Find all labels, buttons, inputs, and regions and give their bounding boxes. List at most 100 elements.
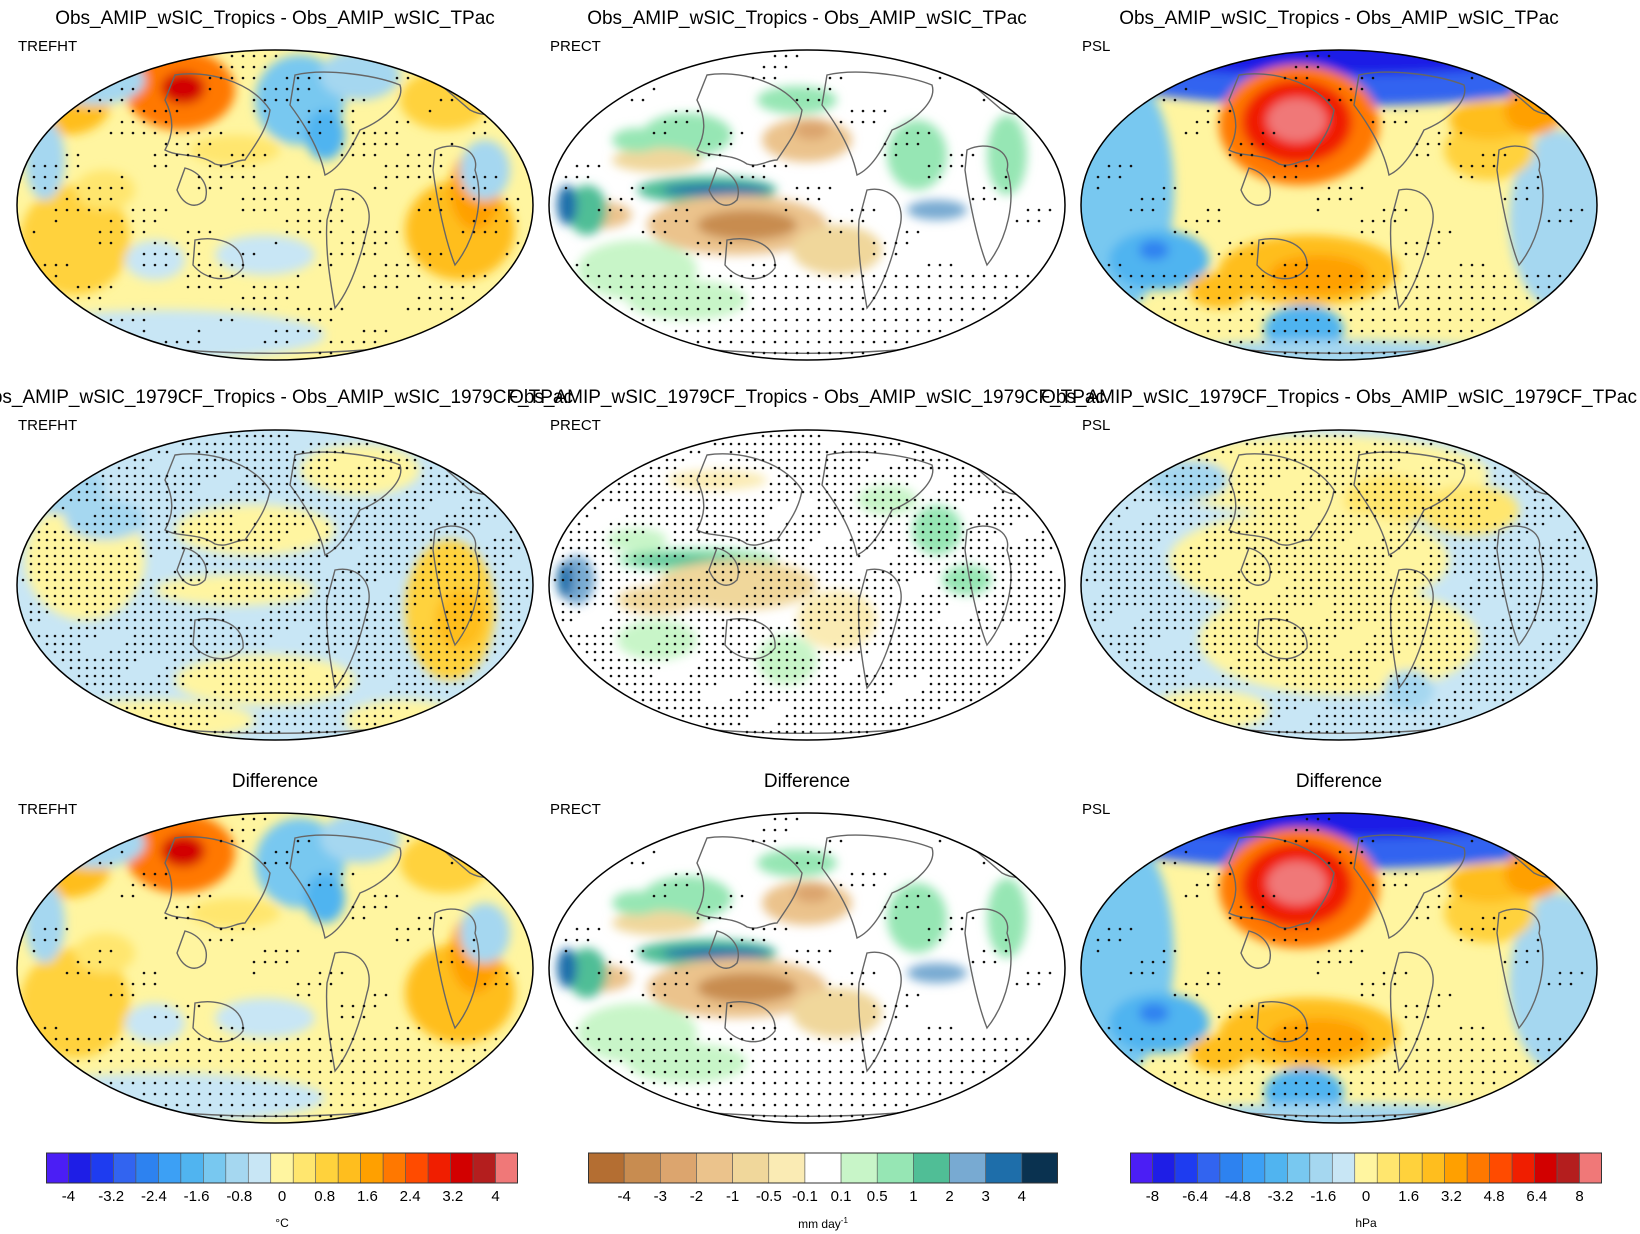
- colorbar-tick-label: 8: [1575, 1188, 1584, 1205]
- panel-variable-8: PRECT: [550, 801, 601, 818]
- colorbar-swatch: [450, 1152, 474, 1184]
- colorbar-tick-label: 0: [1361, 1188, 1371, 1205]
- panel-variable-6: PSL: [1082, 417, 1111, 434]
- colorbar-swatch: [1152, 1152, 1176, 1184]
- colorbar-swatch: [135, 1152, 159, 1184]
- colorbar-tick-label: -0.1: [791, 1188, 818, 1205]
- colorbar-tick-label: 0: [277, 1188, 287, 1205]
- colorbar-swatch: [840, 1152, 878, 1184]
- panel-title-8: Difference: [763, 771, 851, 792]
- colorbar-tick-label: 2.4: [399, 1188, 421, 1205]
- colorbar-swatch: [768, 1152, 806, 1184]
- colorbar-swatch: [382, 1152, 406, 1184]
- colorbar-swatch: [292, 1152, 317, 1184]
- panel-variable-4: TREFHT: [18, 417, 78, 434]
- colorbar-tick-label: 0.5: [866, 1188, 888, 1205]
- colorbar-swatch: [1534, 1152, 1558, 1184]
- panel-title-6: Obs_AMIP_wSIC_1979CF_Tropics - Obs_AMIP_…: [1041, 387, 1637, 408]
- colorbar-swatch: [1421, 1152, 1445, 1184]
- colorbar-swatch: [360, 1152, 384, 1184]
- colorbar-swatch: [46, 1152, 69, 1184]
- colorbar-swatch: [1174, 1152, 1198, 1184]
- colorbar-tick-label: -1.6: [1310, 1188, 1337, 1205]
- colorbar-tick-label: -1: [725, 1188, 740, 1205]
- colorbar-swatches: [588, 1152, 1058, 1184]
- map-panel-3: [1080, 49, 1598, 361]
- colorbar-swatch: [1130, 1152, 1153, 1184]
- colorbar-swatch: [1021, 1152, 1058, 1184]
- colorbar-swatch: [270, 1152, 294, 1184]
- colorbar-tick-label: -4: [61, 1188, 76, 1205]
- colorbar-tick-label: 3: [981, 1188, 990, 1205]
- colorbar-swatch: [1197, 1152, 1221, 1184]
- colorbar-swatch: [90, 1152, 114, 1184]
- colorbar-swatch: [1219, 1152, 1243, 1184]
- colorbar-swatch: [1444, 1152, 1468, 1184]
- panel-title-2: Obs_AMIP_wSIC_Tropics - Obs_AMIP_wSIC_TP…: [587, 8, 1027, 29]
- colorbar-tick-label: 2: [945, 1188, 954, 1205]
- colorbar-swatch: [225, 1152, 249, 1184]
- panel-variable-9: PSL: [1082, 801, 1111, 818]
- colorbar-tick-label: -3.2: [98, 1188, 125, 1205]
- colorbar-tick-label: -4: [617, 1188, 631, 1205]
- panel-title-9: Difference: [1295, 771, 1383, 792]
- panel-variable-7: TREFHT: [18, 801, 78, 818]
- map-panel-2: [548, 49, 1066, 361]
- colorbar-swatch: [949, 1152, 986, 1184]
- colorbar-swatch: [1511, 1152, 1535, 1184]
- colorbar-swatch: [158, 1152, 182, 1184]
- colorbar-swatch: [696, 1152, 733, 1184]
- colorbar-swatch: [1556, 1152, 1580, 1184]
- colorbar-swatch: [913, 1152, 950, 1184]
- colorbar-tick-label: 6.4: [1526, 1188, 1548, 1205]
- colorbar-tick-label: 0.8: [314, 1188, 336, 1205]
- colorbar-swatch: [337, 1152, 361, 1184]
- colorbar-swatch: [660, 1152, 697, 1184]
- colorbar-swatches: [1130, 1152, 1602, 1184]
- colorbar-tick-label: -3.2: [1267, 1188, 1294, 1205]
- colorbar-swatch: [1309, 1152, 1333, 1184]
- colorbar-pressure: -8 -6.4 -4.8 -3.2 -1.6 0 1.6 3.2 4.8 6.4 8 hPa: [1130, 1152, 1602, 1232]
- colorbar-tick-label: -4.8: [1224, 1188, 1251, 1205]
- colorbar-swatch: [1287, 1152, 1311, 1184]
- colorbar-swatch: [876, 1152, 914, 1184]
- colorbar-tick-label: -8: [1145, 1188, 1160, 1205]
- map-panel-4: [16, 429, 534, 741]
- colorbar-swatch: [1579, 1152, 1602, 1184]
- colorbar-swatch: [623, 1152, 661, 1184]
- colorbar-swatch: [1489, 1152, 1513, 1184]
- colorbar-swatch: [732, 1152, 770, 1184]
- panel-title-5: Obs_AMIP_wSIC_1979CF_Tropics - Obs_AMIP_…: [509, 387, 1105, 408]
- map-panel-5: [548, 429, 1066, 741]
- colorbar-swatch: [247, 1152, 272, 1184]
- colorbar-tick-label: 1.6: [356, 1188, 378, 1205]
- colorbar-tick-label: 3.2: [442, 1188, 464, 1205]
- panel-title-7: Difference: [231, 771, 319, 792]
- colorbar-swatch: [804, 1152, 842, 1184]
- colorbar-tick-label: 4.8: [1483, 1188, 1505, 1205]
- colorbar-units: mm day-1: [798, 1216, 848, 1231]
- colorbar-swatches: [46, 1152, 518, 1184]
- map-panel-6: [1080, 429, 1598, 741]
- map-panel-8: [548, 812, 1066, 1124]
- colorbar-swatch: [68, 1152, 92, 1184]
- colorbar-swatch: [203, 1152, 227, 1184]
- colorbar-tick-label: -2.4: [140, 1188, 167, 1205]
- colorbar-swatch: [427, 1152, 451, 1184]
- colorbar-tick-label: -3: [653, 1188, 667, 1205]
- map-panel-9: [1080, 812, 1598, 1124]
- colorbar-tick-label: -0.5: [755, 1188, 782, 1205]
- colorbar-swatch: [588, 1152, 625, 1184]
- colorbar-precipitation: -4 -3 -2 -1 -0.5 -0.1 0.1 0.5 1 2 3 4 mm day-1: [588, 1152, 1058, 1232]
- map-panel-7: [16, 812, 534, 1124]
- colorbar-tick-label: 4: [1017, 1188, 1027, 1205]
- colorbar-temperature: -4 -3.2 -2.4 -1.6 -0.8 0 0.8 1.6 2.4 3.2 4 °C: [46, 1152, 518, 1232]
- colorbar-swatch: [495, 1152, 518, 1184]
- colorbar-tick-label: -2: [689, 1188, 704, 1205]
- colorbar-swatch: [985, 1152, 1023, 1184]
- colorbar-tick-label: 1: [909, 1188, 918, 1205]
- colorbar-tick-label: 1.6: [1398, 1188, 1420, 1205]
- panel-title-1: Obs_AMIP_wSIC_Tropics - Obs_AMIP_wSIC_TP…: [55, 8, 495, 29]
- colorbar-swatch: [180, 1152, 204, 1184]
- colorbar-swatch: [1376, 1152, 1401, 1184]
